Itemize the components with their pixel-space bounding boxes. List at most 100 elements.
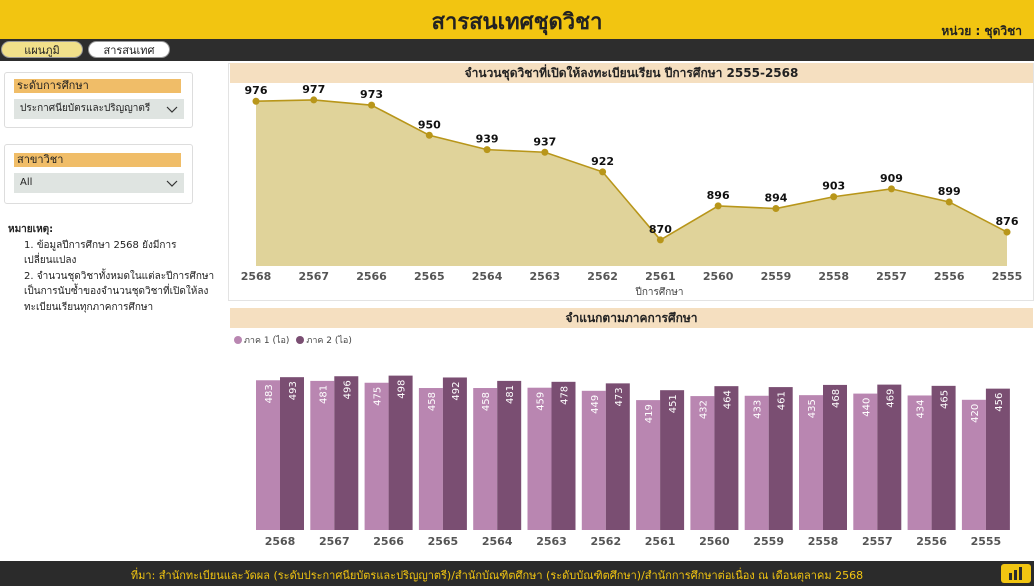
page-title: สารสนเทศชุดวิชา — [431, 10, 603, 35]
bar — [334, 376, 359, 530]
bar-value-label: 496 — [342, 380, 353, 399]
bar-value-label: 435 — [807, 399, 818, 418]
bar-value-label: 475 — [373, 387, 384, 406]
data-point — [368, 101, 376, 109]
x-tick-label: 2557 — [862, 535, 893, 548]
data-label: 896 — [707, 189, 730, 202]
chevron-down-icon — [166, 106, 178, 113]
bar-value-label: 498 — [397, 380, 408, 399]
x-tick-label: 2563 — [530, 270, 561, 283]
data-label: 894 — [764, 192, 787, 205]
note-line-1: 1. ข้อมูลปีการศึกษา 2568 ยังมีการเปลี่ยน… — [24, 239, 177, 267]
data-label: 922 — [591, 155, 614, 168]
x-tick-label: 2563 — [536, 535, 567, 548]
data-label: 973 — [360, 88, 383, 101]
bar-value-label: 451 — [668, 394, 679, 413]
x-tick-label: 2557 — [876, 270, 907, 283]
data-label: 950 — [418, 118, 441, 131]
legend-dot-sem2 — [296, 336, 305, 344]
bar — [877, 384, 902, 530]
x-tick-label: 2561 — [645, 535, 676, 548]
x-tick-label: 2565 — [414, 270, 445, 283]
x-tick-label: 2562 — [587, 270, 618, 283]
data-label: 939 — [476, 133, 499, 146]
data-label: 903 — [822, 180, 845, 193]
legend-dot-sem1 — [234, 336, 242, 344]
bar-value-label: 461 — [777, 391, 788, 410]
bar-value-label: 456 — [994, 393, 1005, 412]
bar — [280, 377, 304, 530]
data-label: 909 — [880, 172, 903, 185]
bar — [581, 390, 606, 530]
data-point — [772, 205, 780, 213]
tab-info[interactable]: สารสนเทศ — [88, 41, 170, 58]
x-tick-label: 2567 — [319, 535, 350, 548]
bar — [768, 387, 793, 530]
x-tick-label: 2568 — [265, 535, 296, 548]
bar — [418, 388, 443, 530]
x-tick-label: 2560 — [703, 270, 734, 283]
bar — [961, 399, 986, 530]
filter-level-select[interactable]: ประกาศนียบัตรและปริญญาตรี — [14, 99, 184, 119]
filter-major-card: สาขาวิชา All — [4, 144, 193, 204]
x-tick-label: 2555 — [992, 270, 1023, 283]
legend-item-sem2[interactable]: ภาค 2 (ไอ) — [296, 333, 352, 347]
data-label: 899 — [938, 185, 961, 198]
tab-chart[interactable]: แผนภูมิ — [1, 41, 83, 58]
note-box: หมายเหตุ: 1. ข้อมูลปีการศึกษา 2568 ยังมี… — [8, 222, 220, 315]
x-axis-label: ปีการศึกษา — [635, 286, 684, 298]
bar-value-label: 481 — [505, 385, 516, 404]
x-tick-label: 2561 — [645, 270, 676, 283]
bar — [931, 385, 956, 530]
nav-bar: แผนภูมิ สารสนเทศ — [0, 39, 1034, 61]
area-chart: 976 2568 977 2567 973 2566 950 2565 939 2564 937 25… — [241, 83, 1023, 298]
x-tick-label: 2560 — [699, 535, 730, 548]
data-point — [656, 236, 664, 244]
bar — [799, 395, 823, 530]
x-tick-label: 2566 — [373, 535, 404, 548]
x-tick-label: 2558 — [818, 270, 849, 283]
bar-value-label: 433 — [753, 400, 764, 419]
bar — [744, 395, 769, 530]
x-tick-label: 2558 — [808, 535, 839, 548]
bar-value-label: 419 — [644, 404, 655, 423]
bar-chart: 483 493 2568 481 496 2567 475 498 2566 458 492 2565… — [256, 375, 1010, 548]
data-point — [425, 131, 433, 139]
area-fill — [256, 99, 1007, 266]
data-point — [252, 97, 260, 105]
bar-value-label: 458 — [481, 392, 492, 411]
bar-value-label: 468 — [831, 389, 842, 408]
bar-value-label: 493 — [288, 381, 299, 400]
bar-value-label: 449 — [590, 395, 601, 414]
filter-level-label: ระดับการศึกษา — [14, 79, 181, 93]
bar — [442, 377, 467, 530]
filter-major-select[interactable]: All — [14, 173, 184, 193]
data-label: 976 — [245, 84, 268, 97]
x-tick-label: 2562 — [590, 535, 621, 548]
bar-value-label: 469 — [885, 389, 896, 408]
bar-value-label: 434 — [916, 399, 927, 418]
data-label: 876 — [996, 215, 1019, 228]
data-point — [483, 146, 491, 154]
x-tick-label: 2555 — [971, 535, 1002, 548]
x-tick-label: 2556 — [916, 535, 947, 548]
bar — [636, 400, 661, 530]
bar — [388, 375, 413, 530]
area-chart-title: จำนวนชุดวิชาที่เปิดให้ลงทะเบียนเรียน ปีก… — [230, 63, 1033, 83]
footer-bar: ที่มา: สำนักทะเบียนและวัดผล (ระดับประกาศ… — [0, 561, 1034, 586]
unit-label: หน่วย : ชุดวิชา — [941, 24, 1022, 38]
bar — [823, 384, 847, 530]
x-tick-label: 2566 — [356, 270, 387, 283]
bar — [527, 387, 552, 530]
bar-chart-icon — [1009, 567, 1022, 580]
data-label: 977 — [302, 83, 325, 96]
filter-major-value: All — [20, 177, 33, 188]
filter-level-card: ระดับการศึกษา ประกาศนียบัตรและปริญญาตรี — [4, 72, 193, 128]
legend-item-sem1[interactable]: ภาค 1 (ไอ) — [234, 333, 289, 347]
x-tick-label: 2556 — [934, 270, 965, 283]
legend-label-sem1: ภาค 1 (ไอ) — [244, 336, 290, 346]
data-point — [310, 96, 318, 104]
powerbi-icon[interactable] — [1001, 564, 1031, 583]
data-point — [541, 148, 549, 156]
x-tick-label: 2559 — [761, 270, 792, 283]
